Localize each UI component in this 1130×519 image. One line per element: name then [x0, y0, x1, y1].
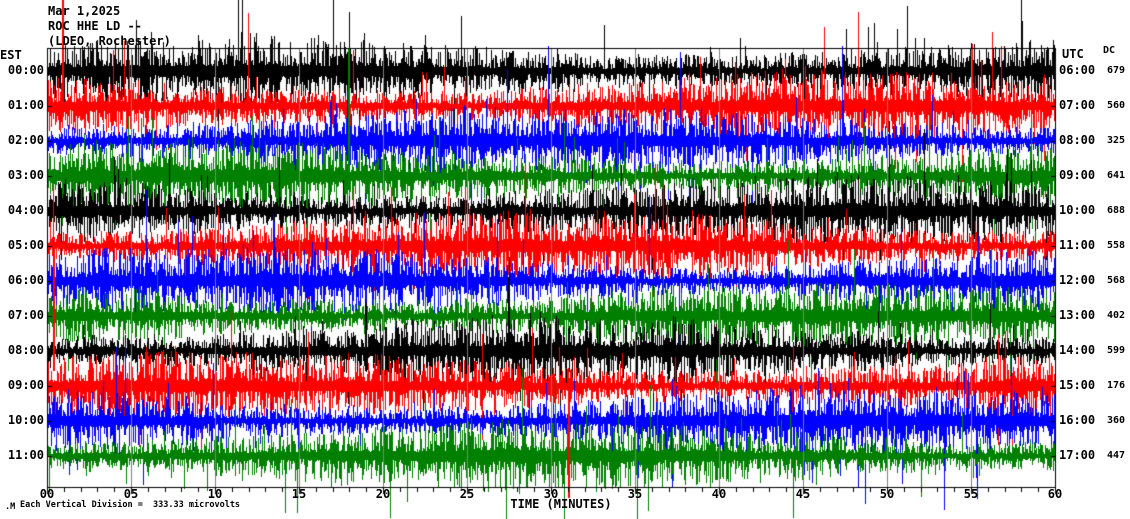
x-tick-label-2: 10 — [207, 487, 223, 501]
station-code: ROC HHE LD -- — [48, 19, 142, 33]
right-axis-header: UTC — [1062, 47, 1084, 61]
x-tick-label-11: 55 — [963, 487, 979, 501]
est-label-10: 10:00 — [7, 413, 44, 427]
dc-value-5: 558 — [1106, 240, 1125, 251]
x-tick-label-4: 20 — [375, 487, 391, 501]
x-tick-label-1: 05 — [123, 487, 139, 501]
plot-date: Mar 1,2025 — [48, 4, 121, 18]
utc-label-7: 13:00 — [1059, 308, 1096, 322]
utc-label-5: 11:00 — [1059, 238, 1096, 252]
x-tick-label-5: 25 — [459, 487, 475, 501]
utc-label-3: 09:00 — [1059, 168, 1096, 182]
est-label-8: 08:00 — [7, 343, 44, 357]
utc-label-2: 08:00 — [1059, 133, 1096, 147]
utc-label-6: 12:00 — [1059, 273, 1096, 287]
utc-label-0: 06:00 — [1059, 63, 1096, 77]
watermark-mark: .M — [5, 502, 16, 512]
dc-value-4: 688 — [1106, 205, 1125, 216]
est-label-6: 06:00 — [7, 273, 44, 287]
network-name: (LDEO, Rochester) — [48, 34, 171, 48]
x-tick-label-7: 35 — [627, 487, 643, 501]
utc-label-4: 10:00 — [1059, 203, 1096, 217]
est-label-11: 11:00 — [7, 448, 44, 462]
est-label-9: 09:00 — [7, 378, 44, 392]
est-label-2: 02:00 — [7, 133, 44, 147]
est-label-7: 07:00 — [7, 308, 44, 322]
x-tick-label-9: 45 — [795, 487, 811, 501]
x-tick-label-0: 00 — [39, 487, 55, 501]
dc-column-header: DC — [1103, 45, 1116, 56]
est-label-0: 00:00 — [7, 63, 44, 77]
dc-value-8: 599 — [1106, 345, 1125, 356]
utc-label-8: 14:00 — [1059, 343, 1096, 357]
dc-value-1: 560 — [1106, 100, 1125, 111]
dc-value-9: 176 — [1106, 380, 1125, 391]
x-axis-title: TIME (MINUTES) — [510, 497, 612, 511]
scale-note: Each Vertical Division = 333.33 microvol… — [20, 500, 241, 510]
est-label-3: 03:00 — [7, 168, 44, 182]
utc-label-11: 17:00 — [1059, 448, 1096, 462]
x-tick-label-10: 50 — [879, 487, 895, 501]
est-label-5: 05:00 — [7, 238, 44, 252]
dc-value-11: 447 — [1106, 450, 1125, 461]
utc-label-9: 15:00 — [1059, 378, 1096, 392]
utc-label-10: 16:00 — [1059, 413, 1096, 427]
est-label-4: 04:00 — [7, 203, 44, 217]
x-tick-label-8: 40 — [711, 487, 727, 501]
x-tick-label-12: 60 — [1047, 487, 1063, 501]
dc-value-3: 641 — [1106, 170, 1125, 181]
x-tick-label-3: 15 — [291, 487, 307, 501]
left-axis-header: EST — [0, 48, 22, 62]
dc-value-10: 360 — [1106, 415, 1125, 426]
dc-value-7: 402 — [1106, 310, 1125, 321]
dc-value-0: 679 — [1106, 65, 1125, 76]
dc-value-2: 325 — [1106, 135, 1125, 146]
utc-label-1: 07:00 — [1059, 98, 1096, 112]
x-tick-label-6: 30 — [543, 487, 559, 501]
dc-value-6: 568 — [1106, 275, 1125, 286]
est-label-1: 01:00 — [7, 98, 44, 112]
